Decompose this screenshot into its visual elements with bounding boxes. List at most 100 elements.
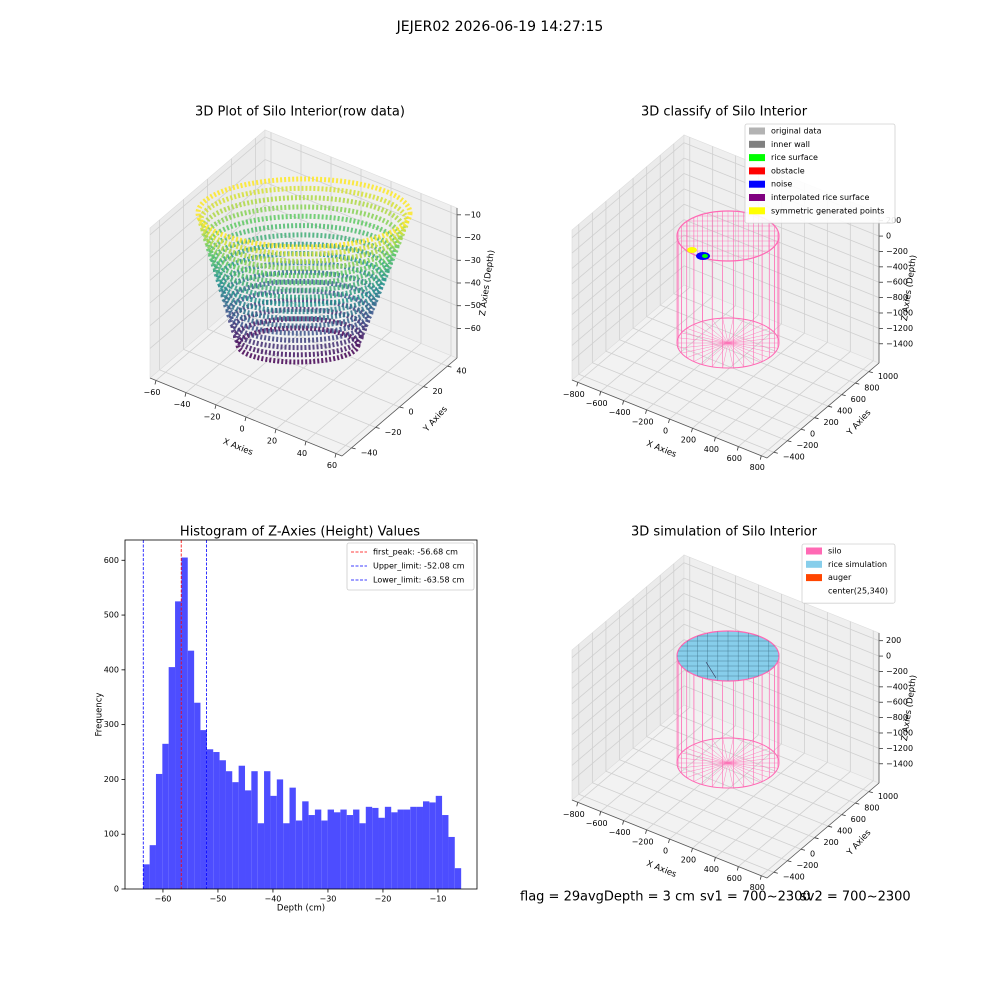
- grid-line: [692, 332, 805, 429]
- tick-mark: [814, 417, 819, 420]
- y-tick-label: 100: [104, 830, 119, 839]
- bar: [187, 650, 195, 889]
- silo-floor: [693, 762, 729, 782]
- bar: [162, 743, 169, 889]
- x-axis-line: [149, 377, 343, 457]
- grid-line: [692, 752, 805, 849]
- legend-box: [744, 123, 896, 224]
- chart-title: 3D simulation of Silo Interior: [631, 525, 818, 540]
- bar: [283, 823, 290, 889]
- silo-floor: [678, 762, 729, 769]
- tick-mark: [841, 814, 846, 817]
- silo-bottom: [676, 737, 780, 789]
- grid-line: [571, 623, 685, 720]
- silo-floor: [727, 762, 744, 787]
- silo-floor: [693, 744, 729, 764]
- grid-line: [683, 188, 880, 268]
- z-tick-label: −20: [464, 233, 481, 242]
- grid-line: [683, 219, 880, 298]
- grid-line: [715, 342, 828, 438]
- bar: [219, 760, 226, 889]
- legend-label: original data: [771, 127, 822, 136]
- y-tick-label: 600: [104, 556, 119, 565]
- x-tick-label: −20: [375, 895, 392, 904]
- bar: [276, 779, 284, 889]
- x-tick-label: 200: [681, 436, 696, 445]
- grid-line: [571, 203, 685, 300]
- silo-floor: [678, 337, 729, 344]
- z-tick-label: −600: [886, 278, 908, 287]
- z-tick-label: −50: [464, 301, 481, 310]
- cluster: [687, 247, 697, 253]
- x-tick-label: −40: [174, 400, 191, 409]
- silo-floor: [727, 342, 778, 349]
- grid-line: [761, 780, 874, 877]
- bar: [416, 806, 423, 889]
- legend-swatch: [749, 167, 765, 175]
- x-axis-line: [571, 799, 768, 879]
- grid-line: [149, 227, 266, 327]
- legend-label: symmetric generated points: [771, 206, 884, 215]
- bar: [225, 771, 233, 889]
- grid-line: [623, 725, 736, 821]
- silo-floor: [727, 762, 778, 769]
- silo-floor: [727, 739, 744, 764]
- bar: [295, 820, 303, 889]
- grid-line: [683, 234, 880, 314]
- silo-floor: [727, 741, 754, 764]
- z-tick-label: −800: [886, 713, 908, 722]
- bar: [384, 806, 392, 889]
- bar: [270, 795, 277, 889]
- x-tick-label: 0: [663, 427, 668, 436]
- grid-line: [761, 360, 874, 457]
- x-axis-label: Depth (cm): [277, 904, 325, 914]
- z-tick-label: −1000: [886, 309, 913, 318]
- grid-line: [159, 369, 352, 449]
- y-tick-label: 0: [409, 408, 414, 417]
- silo-floor: [686, 328, 729, 344]
- grid-line: [577, 286, 690, 383]
- z-tick-label: −1400: [886, 759, 913, 768]
- tick-mark: [787, 860, 792, 863]
- grid-line: [605, 350, 802, 430]
- z-tick-label: −10: [464, 210, 481, 219]
- legend-label: interpolated rice surface: [771, 193, 869, 202]
- grid-line: [683, 203, 880, 283]
- x-tick-label: −10: [430, 895, 447, 904]
- silo-floor: [712, 342, 729, 367]
- tick-mark: [713, 857, 716, 862]
- x-tick-label: −30: [320, 895, 337, 904]
- tick-mark: [713, 437, 716, 442]
- legend-box: [346, 542, 475, 591]
- silo-floor: [727, 318, 734, 344]
- tick-mark: [622, 400, 625, 405]
- tick-mark: [691, 848, 693, 853]
- x-tick-label: 400: [704, 445, 719, 454]
- bar: [359, 823, 366, 889]
- x-tick-label: 200: [681, 856, 696, 865]
- silo-floor: [681, 762, 729, 774]
- tick-mark: [827, 405, 833, 408]
- y-tick-label: 600: [851, 815, 866, 824]
- tick-mark: [787, 440, 792, 443]
- bar: [175, 601, 182, 889]
- silo-floor: [727, 321, 754, 344]
- legend-label: inner wall: [771, 140, 810, 149]
- status-text: avgDepth = 3 cm: [580, 890, 695, 905]
- grid-line: [571, 234, 685, 331]
- x-tick-label: −400: [609, 408, 631, 417]
- grid-line: [738, 351, 851, 447]
- grid-line: [673, 293, 869, 373]
- legend-label: rice simulation: [828, 560, 887, 569]
- grid-line: [571, 173, 685, 269]
- y-tick-label: 200: [104, 775, 119, 784]
- silo-floor: [712, 319, 729, 344]
- tick-mark: [736, 446, 739, 451]
- silo-floor: [727, 762, 754, 785]
- grid-line: [571, 157, 685, 254]
- legend-swatch: [749, 180, 765, 188]
- y-tick-label: 1000: [878, 372, 898, 381]
- legend-swatch: [806, 547, 822, 555]
- y-tick-label: 500: [104, 611, 119, 620]
